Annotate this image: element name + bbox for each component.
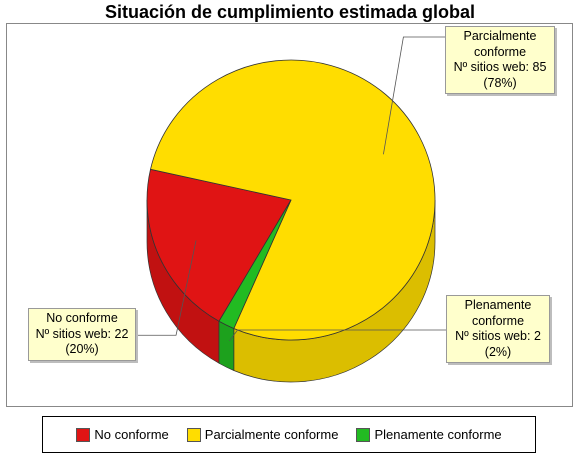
pie-slice-no-conforme bbox=[146, 168, 292, 322]
legend-item-no-conforme: No conforme bbox=[76, 427, 169, 442]
pie-side-plenamente-conforme bbox=[218, 320, 235, 372]
callout-line: Nº sitios web: 85 bbox=[453, 60, 547, 74]
callout-line: (20%) bbox=[65, 342, 99, 356]
legend-swatch bbox=[76, 427, 91, 442]
legend-swatch bbox=[186, 427, 201, 442]
callout-line: (78%) bbox=[483, 75, 517, 90]
callout-parcialmente-conforme: Parcialmente conforme Nº sitios web: 85 … bbox=[445, 26, 555, 94]
leader-line-no-conforme bbox=[137, 240, 197, 336]
callout-line: conforme bbox=[473, 44, 527, 59]
chart-title: Situación de cumplimiento estimada globa… bbox=[104, 2, 476, 22]
plot-area: Parcialmente conforme Nº sitios web: 85 … bbox=[6, 23, 573, 407]
legend-label: No conforme bbox=[94, 427, 169, 442]
legend-item-parcialmente-conforme: Parcialmente conforme bbox=[186, 427, 339, 442]
legend: No conforme Parcialmente conforme Plenam… bbox=[42, 416, 536, 453]
legend-label: Plenamente conforme bbox=[374, 427, 502, 442]
legend-swatch bbox=[356, 427, 371, 442]
pie-chart bbox=[137, 36, 447, 383]
callout-line: No conforme bbox=[46, 311, 118, 325]
leader-line-plenamente-conforme bbox=[229, 329, 447, 342]
legend-label: Parcialmente conforme bbox=[204, 427, 339, 442]
callout-line: Plenamente bbox=[464, 298, 532, 312]
callout-line: Nº sitios web: 22 bbox=[35, 326, 129, 341]
legend-item-plenamente-conforme: Plenamente conforme bbox=[356, 427, 502, 442]
callout-line: conforme bbox=[471, 313, 525, 328]
pie-slice-parcialmente-conforme bbox=[150, 59, 436, 341]
callout-line: (2%) bbox=[484, 344, 512, 359]
leader-line-parcialmente-conforme bbox=[383, 36, 446, 155]
callout-plenamente-conforme: Plenamente conforme Nº sitios web: 2 (2%… bbox=[446, 295, 550, 363]
callout-no-conforme: No conforme Nº sitios web: 22 (20%) bbox=[28, 308, 136, 361]
callout-line: Parcialmente bbox=[463, 29, 537, 43]
callout-line: Nº sitios web: 2 bbox=[455, 329, 541, 343]
pie-slice-plenamente-conforme bbox=[218, 199, 292, 330]
